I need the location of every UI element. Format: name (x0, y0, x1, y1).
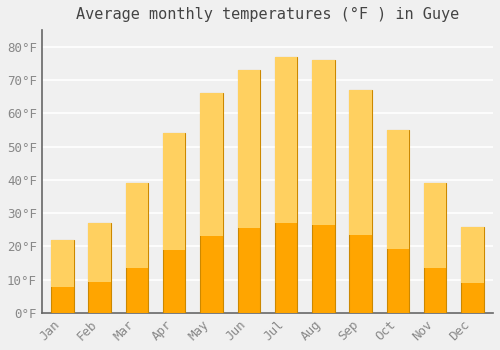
Bar (238, 70, 260, 228)
Bar (387, 130, 409, 249)
Bar (275, 57, 297, 313)
Bar (126, 183, 148, 313)
Bar (424, 183, 446, 268)
Bar (51, 240, 74, 287)
Bar (163, 133, 186, 250)
Bar (350, 90, 372, 235)
Bar (312, 60, 334, 313)
Bar (350, 90, 372, 313)
Bar (462, 226, 483, 313)
Bar (200, 93, 222, 236)
Bar (88, 223, 111, 313)
Bar (387, 130, 409, 313)
Bar (126, 183, 148, 268)
Bar (275, 57, 297, 223)
Bar (88, 223, 111, 282)
Bar (51, 240, 74, 313)
Bar (312, 60, 334, 224)
Bar (424, 183, 446, 313)
Title: Average monthly temperatures (°F ) in Guye: Average monthly temperatures (°F ) in Gu… (76, 7, 459, 22)
Bar (200, 93, 222, 313)
Bar (462, 226, 483, 283)
Bar (163, 133, 186, 313)
Bar (238, 70, 260, 313)
